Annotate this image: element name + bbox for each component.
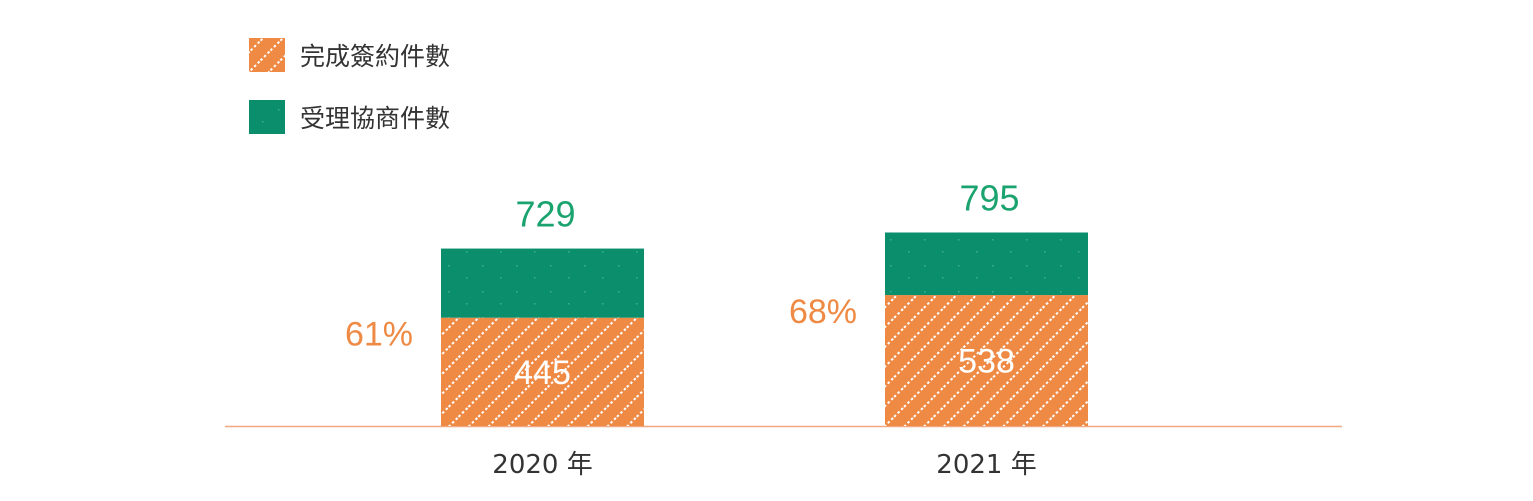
- value-label-signed-0: 445: [514, 354, 571, 392]
- plot-area: 445 729 61% 2020 年 538 795 68% 2021 年: [225, 177, 1342, 480]
- value-label-applications-1: 795: [959, 177, 1019, 218]
- bar-applications-1: [885, 232, 1088, 296]
- legend-swatch-1: [249, 100, 285, 134]
- x-tick-label-0: 2020 年: [492, 450, 592, 480]
- legend-label-0: 完成簽約件數: [300, 42, 450, 71]
- percent-label-1: 68%: [789, 293, 857, 331]
- legend-label-1: 受理協商件數: [300, 104, 450, 133]
- x-tick-label-1: 2021 年: [936, 450, 1036, 480]
- bar-applications-0: [441, 248, 644, 318]
- legend-swatch-0: [249, 38, 285, 72]
- bar-signed-0: [441, 317, 644, 426]
- value-label-signed-1: 538: [958, 343, 1015, 381]
- bar-signed-1: [885, 295, 1088, 426]
- value-label-applications-0: 729: [515, 194, 575, 235]
- percent-label-0: 61%: [345, 316, 413, 354]
